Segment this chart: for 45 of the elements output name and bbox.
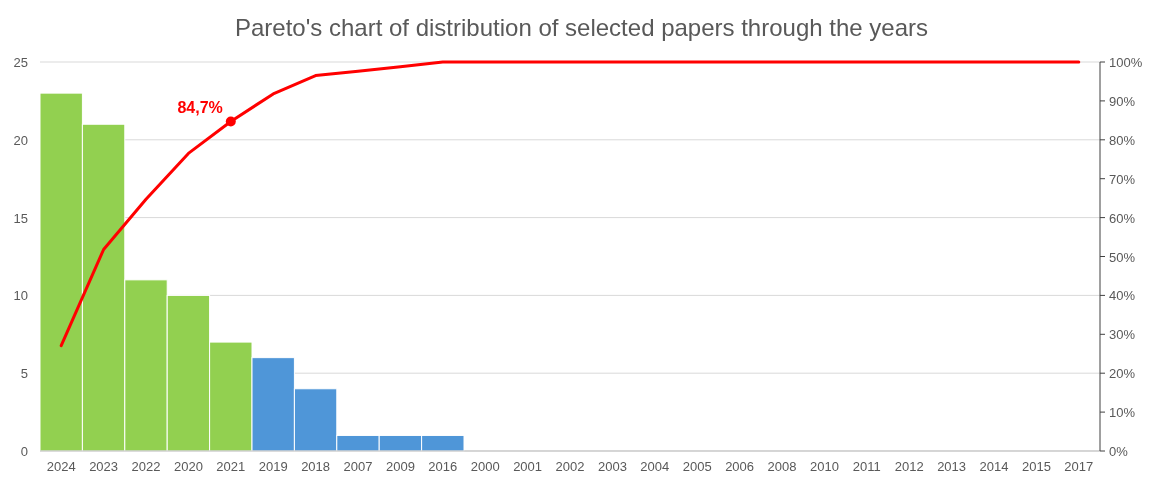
y2-tick-label: 40%	[1109, 288, 1136, 304]
x-tick-label: 2006	[725, 459, 755, 474]
x-tick-label: 2015	[1021, 459, 1051, 474]
y2-tick-label: 20%	[1109, 366, 1136, 382]
x-tick-label: 2004	[640, 459, 670, 474]
y-tick-label: 20	[13, 132, 28, 148]
x-tick-label: 2005	[682, 459, 712, 474]
y-tick-label: 15	[13, 210, 28, 226]
y2-tick-label: 70%	[1109, 171, 1136, 187]
y2-tick-label: 90%	[1109, 93, 1136, 109]
y-tick-label: 0	[20, 444, 28, 459]
x-tick-label: 2010	[809, 459, 839, 474]
x-tick-label: 2009	[385, 459, 415, 474]
x-tick-label: 2016	[428, 459, 458, 474]
x-tick-label: 2017	[1064, 459, 1094, 474]
x-tick-label: 2018	[301, 459, 331, 474]
x-tick-label: 2021	[216, 459, 246, 474]
x-tick-label: 2022	[131, 459, 161, 474]
y2-tick-label: 10%	[1109, 405, 1136, 421]
y2-tick-label: 100%	[1109, 55, 1143, 70]
x-tick-label: 2024	[46, 459, 76, 474]
x-tick-label: 2000	[470, 459, 500, 474]
x-tick-label: 2012	[894, 459, 924, 474]
x-tick-label: 2003	[597, 459, 627, 474]
x-tick-label: 2019	[258, 459, 288, 474]
x-tick-label: 2013	[937, 459, 967, 474]
x-tick-label: 2001	[513, 459, 543, 474]
y-tick-label: 10	[13, 288, 28, 304]
x-tick-label: 2008	[767, 459, 797, 474]
x-tick-label: 2014	[979, 459, 1009, 474]
x-tick-label: 2002	[555, 459, 585, 474]
y-tick-label: 25	[13, 55, 28, 70]
data-label: 84,7%	[177, 98, 223, 116]
x-tick-label: 2011	[852, 459, 881, 474]
line-series	[59, 60, 1081, 348]
x-tick-label: 2023	[89, 459, 119, 474]
y2-tick-label: 30%	[1109, 327, 1136, 343]
y-tick-label: 5	[20, 366, 28, 382]
y2-tick-label: 80%	[1109, 132, 1136, 148]
x-tick-label: 2020	[173, 459, 203, 474]
chart-title: Pareto's chart of distribution of selected papers through the years	[235, 14, 928, 41]
y2-tick-label: 60%	[1109, 210, 1136, 226]
y2-tick-label: 50%	[1109, 249, 1136, 265]
x-tick-label: 2007	[343, 459, 373, 474]
y2-tick-label: 0%	[1109, 444, 1129, 459]
